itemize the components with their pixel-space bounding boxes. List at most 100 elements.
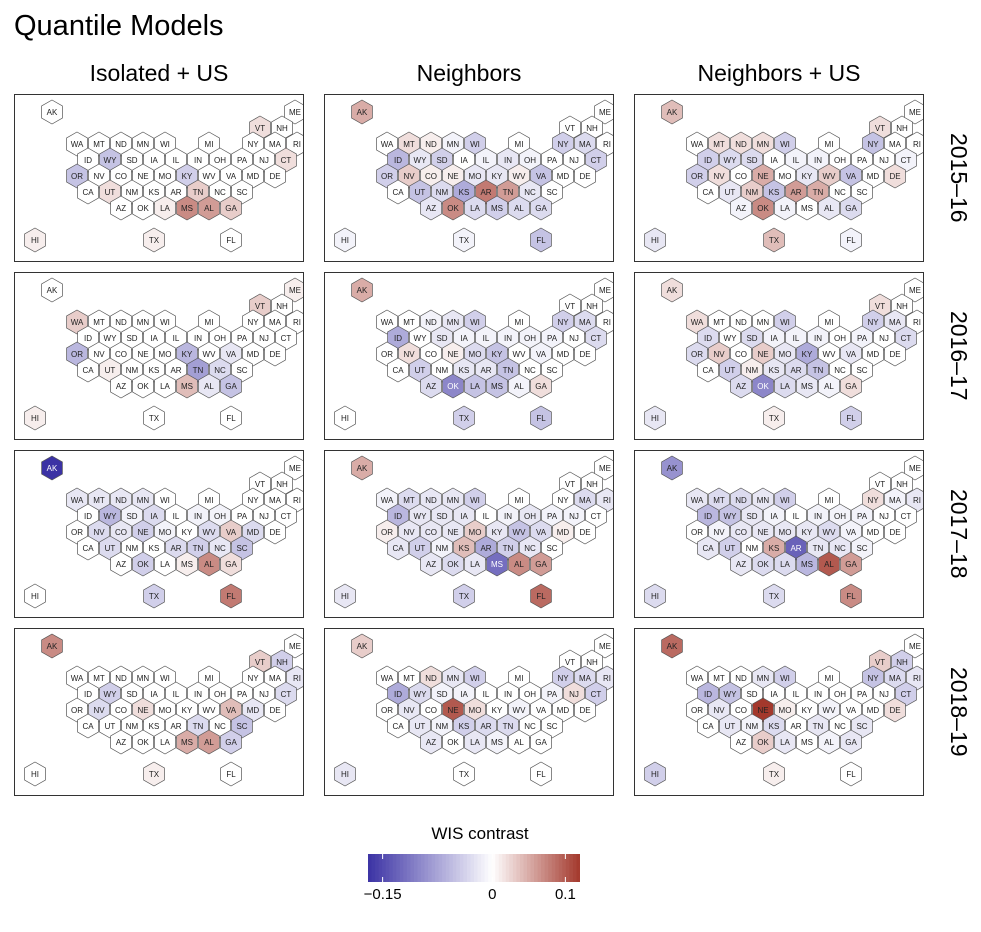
state-hex-ms: MS <box>486 195 508 221</box>
state-hex-shape <box>99 503 121 529</box>
state-hex-shape <box>284 99 303 125</box>
state-label: NJ <box>879 690 889 699</box>
state-hex-shape <box>552 163 574 189</box>
state-hex-ca: CA <box>697 357 719 383</box>
state-hex-shape <box>409 503 431 529</box>
state-hex-shape <box>895 147 917 173</box>
state-label: OR <box>71 350 83 359</box>
state-label: ID <box>84 690 92 699</box>
legend-color-step <box>438 854 443 882</box>
state-label: WV <box>513 706 527 715</box>
state-label: NC <box>524 544 536 553</box>
state-hex-shape <box>464 131 486 157</box>
state-label: VT <box>875 124 885 133</box>
state-hex-shape <box>829 179 851 205</box>
state-hex-wi: WI <box>154 309 176 335</box>
state-label: WI <box>160 318 170 327</box>
state-hex-shape <box>286 309 303 335</box>
state-hex-nc: NC <box>519 713 541 739</box>
state-hex-shape <box>176 163 198 189</box>
state-label: NH <box>896 302 908 311</box>
state-hex-shape <box>143 503 165 529</box>
state-hex-ny: NY <box>862 131 884 157</box>
state-hex-shape <box>644 227 666 253</box>
state-hex-nc: NC <box>519 357 541 383</box>
state-label: KS <box>459 366 470 375</box>
state-hex-wv: WV <box>198 697 220 723</box>
state-hex-fl: FL <box>840 583 862 609</box>
state-hex-nm: NM <box>121 357 143 383</box>
state-label: RI <box>913 318 921 327</box>
legend-color-step <box>456 854 461 882</box>
state-label: AK <box>357 286 368 295</box>
state-label: NH <box>586 658 598 667</box>
state-hex-shape <box>143 325 165 351</box>
state-hex-shape <box>387 503 409 529</box>
state-label: MN <box>137 496 150 505</box>
state-hex-shape <box>286 487 303 513</box>
state-hex-ne: NE <box>132 341 154 367</box>
state-hex-ia: IA <box>143 147 165 173</box>
state-hex-nd: ND <box>110 131 132 157</box>
state-label: ND <box>115 496 127 505</box>
state-hex-ak: AK <box>351 455 373 481</box>
state-hex-il: IL <box>165 147 187 173</box>
state-hex-shape <box>420 341 442 367</box>
state-label: AK <box>667 286 678 295</box>
state-hex-shape <box>594 99 613 125</box>
state-hex-nm: NM <box>741 535 763 561</box>
state-hex-shape <box>431 535 453 561</box>
state-hex-pa: PA <box>541 147 563 173</box>
state-hex-shape <box>77 681 99 707</box>
state-label: TX <box>459 592 470 601</box>
state-hex-id: ID <box>77 325 99 351</box>
state-label: NE <box>447 706 458 715</box>
state-hex-wa: WA <box>686 131 708 157</box>
legend-color-step <box>516 854 521 882</box>
state-hex-shape <box>785 179 807 205</box>
state-hex-nm: NM <box>121 179 143 205</box>
state-hex-shape <box>741 535 763 561</box>
state-hex-shape <box>763 761 785 787</box>
state-label: MO <box>159 350 172 359</box>
state-hex-shape <box>774 697 796 723</box>
state-label: SC <box>236 722 247 731</box>
state-hex-shape <box>708 341 730 367</box>
state-hex-shape <box>508 341 530 367</box>
state-hex-ne: NE <box>752 163 774 189</box>
state-hex-shape <box>508 551 530 577</box>
state-hex-fl: FL <box>220 583 242 609</box>
state-hex-il: IL <box>475 325 497 351</box>
state-label: AZ <box>116 738 126 747</box>
state-hex-shape <box>708 519 730 545</box>
state-hex-va: VA <box>220 519 242 545</box>
state-hex-ak: AK <box>351 633 373 659</box>
state-label: NM <box>436 544 449 553</box>
state-label: MN <box>447 496 460 505</box>
state-hex-shape <box>99 325 121 351</box>
state-hex-shape <box>574 697 596 723</box>
state-hex-il: IL <box>475 147 497 173</box>
legend-color-step <box>421 854 426 882</box>
state-hex-tx: TX <box>143 227 165 253</box>
state-label: NY <box>247 140 259 149</box>
state-hex-shape <box>574 519 596 545</box>
state-hex-shape <box>752 373 774 399</box>
state-label: CO <box>425 528 437 537</box>
state-label: CA <box>392 366 404 375</box>
state-label: WA <box>71 674 84 683</box>
state-hex-shape <box>829 681 851 707</box>
state-hex-shape <box>121 325 143 351</box>
state-hex-ok: OK <box>132 373 154 399</box>
state-hex-mn: MN <box>752 487 774 513</box>
state-hex-shape <box>530 405 552 431</box>
state-hex-shape <box>442 551 464 577</box>
state-hex-shape <box>730 729 752 755</box>
state-hex-tn: TN <box>497 357 519 383</box>
state-label: MT <box>93 140 105 149</box>
state-hex-mn: MN <box>752 309 774 335</box>
state-hex-tn: TN <box>187 357 209 383</box>
state-hex-in: IN <box>807 681 829 707</box>
state-hex-shape <box>719 147 741 173</box>
